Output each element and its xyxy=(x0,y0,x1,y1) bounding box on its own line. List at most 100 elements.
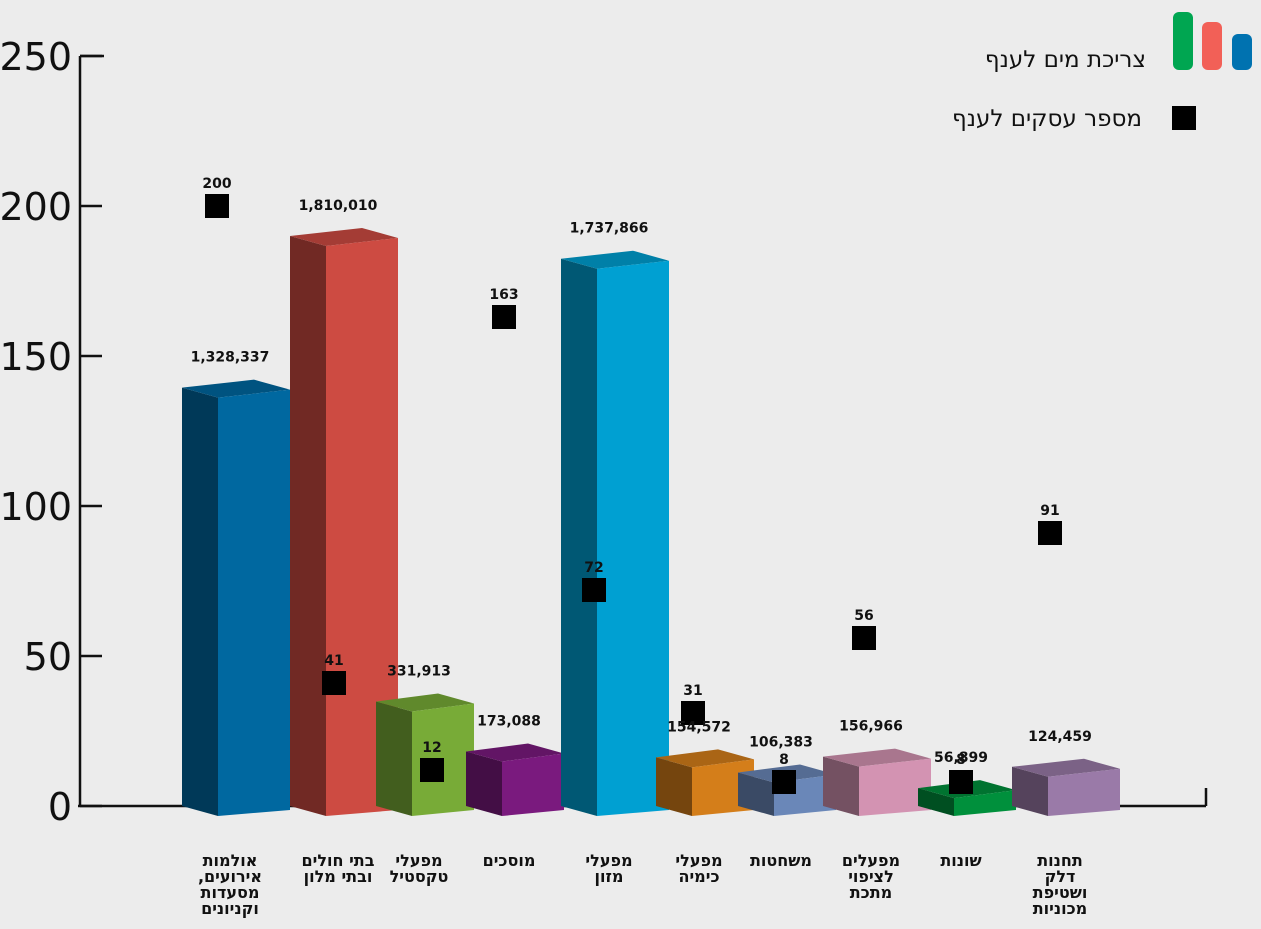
bar-top xyxy=(823,748,931,767)
legend-marker-swatch xyxy=(1172,106,1196,130)
bar-side xyxy=(1012,766,1048,816)
y-tick-label: 150 xyxy=(0,335,72,379)
bar-side xyxy=(823,756,859,816)
category-label: מוסכים xyxy=(483,851,536,870)
category-label-line: מסעדות xyxy=(201,883,260,902)
category-label-line: שונות xyxy=(940,851,981,870)
bar xyxy=(823,748,931,816)
bar-side xyxy=(182,387,218,816)
bar-front xyxy=(597,260,669,817)
y-tick-label: 250 xyxy=(0,35,72,79)
category-label-line: ובתי מלון xyxy=(304,867,373,886)
bar-value-label: 106,383 xyxy=(749,734,813,750)
category-label-line: ושטיפת xyxy=(1033,883,1088,902)
bar-value-label: 156,966 xyxy=(839,719,903,735)
category-label-line: לציפוי xyxy=(848,867,894,886)
bar-top xyxy=(656,749,754,768)
marker-value-label: 8 xyxy=(956,752,966,768)
category-label: שונות xyxy=(940,851,981,870)
marker-value-label: 31 xyxy=(683,683,702,699)
bar-value-label: 56,899 xyxy=(934,750,988,766)
icon-bar xyxy=(1173,12,1193,70)
marker xyxy=(492,305,516,329)
label-layer: 1,328,337 1,810,010 331,913 173,088 1,737,86… xyxy=(191,176,1092,918)
y-tick-label: 200 xyxy=(0,185,72,229)
marker-value-label: 91 xyxy=(1040,503,1059,519)
bar-chart-icon xyxy=(1173,12,1252,70)
bar xyxy=(182,379,290,816)
bar-value-label: 154,572 xyxy=(667,719,731,735)
legend-bar-series-label: צריכת מים לענף xyxy=(985,47,1146,73)
bar-value-label: 1,328,337 xyxy=(191,350,270,366)
bar-front xyxy=(859,758,931,816)
marker xyxy=(772,770,796,794)
y-tick-label: 0 xyxy=(48,785,72,829)
category-label-line: טקסטיל xyxy=(390,867,449,886)
category-label-line: מפעלי xyxy=(395,851,442,870)
category-label-line: מפעלי xyxy=(675,851,722,870)
category-label-line: מפעלי xyxy=(585,851,632,870)
category-label-line: משחטות xyxy=(750,851,812,870)
category-label-line: וקניונים xyxy=(201,899,259,918)
bar-side xyxy=(738,772,774,816)
category-label-line: תחנות xyxy=(1037,851,1083,870)
category-label-line: מכוניות xyxy=(1033,899,1088,918)
category-label: תחנות דלק ושטיפת מכוניות xyxy=(1033,851,1088,918)
bar-front xyxy=(954,790,1016,816)
y-tick-label: 100 xyxy=(0,485,72,529)
category-label-line: אולמות xyxy=(203,851,258,870)
icon-bar xyxy=(1232,34,1252,70)
marker xyxy=(322,671,346,695)
marker xyxy=(582,578,606,602)
legend-marker-series-label: מספר עסקים לענף xyxy=(952,106,1142,132)
category-label-line: מזון xyxy=(595,867,624,886)
bar-top xyxy=(561,250,669,269)
category-label-line: אירועים, xyxy=(198,867,262,886)
bar-side xyxy=(656,757,692,816)
bar-top xyxy=(290,228,398,246)
category-label-line: מוסכים xyxy=(483,851,536,870)
bar-side xyxy=(466,751,502,816)
marker-value-label: 72 xyxy=(584,560,603,576)
category-label-line: מתכת xyxy=(850,883,893,902)
bar-side xyxy=(561,258,597,817)
bar xyxy=(1012,758,1120,816)
category-label-line: כימיה xyxy=(678,867,719,886)
bar-value-label: 331,913 xyxy=(387,663,451,679)
bar-top xyxy=(376,693,474,712)
marker-value-label: 12 xyxy=(422,740,441,756)
bar-side xyxy=(918,788,954,816)
marker xyxy=(420,758,444,782)
bar-front xyxy=(502,753,564,816)
category-label: אולמות אירועים, מסעדות וקניונים xyxy=(198,851,262,918)
bar-side xyxy=(376,701,412,816)
marker xyxy=(1038,521,1062,545)
bar-value-label: 173,088 xyxy=(477,713,541,729)
marker xyxy=(852,626,876,650)
legend: צריכת מים לענף מספר עסקים לענף xyxy=(952,12,1252,132)
bar-front xyxy=(1048,768,1120,816)
bar xyxy=(561,250,669,817)
marker-value-label: 56 xyxy=(854,608,873,624)
bar-side xyxy=(290,236,326,816)
category-label: מפעלי מזון xyxy=(585,851,632,886)
marker-value-label: 163 xyxy=(489,287,518,303)
bar-top xyxy=(182,379,290,398)
bar-top xyxy=(466,743,564,762)
marker xyxy=(949,770,973,794)
bar-value-label: 1,737,866 xyxy=(570,221,649,237)
category-label: מפעלי טקסטיל xyxy=(390,851,449,886)
bar-value-label: 1,810,010 xyxy=(299,198,378,214)
marker xyxy=(681,701,705,725)
category-label: משחטות xyxy=(750,851,812,870)
category-label: מפעלים לציפוי מתכת xyxy=(842,851,900,902)
category-label-line: בתי חולים xyxy=(302,851,375,870)
marker-value-label: 200 xyxy=(202,176,231,192)
marker-layer xyxy=(205,194,1062,794)
bar-front xyxy=(218,389,290,816)
bar xyxy=(466,743,564,816)
marker-value-label: 41 xyxy=(324,653,343,669)
category-label-line: דלק xyxy=(1045,867,1076,886)
category-label: מפעלי כימיה xyxy=(675,851,722,886)
